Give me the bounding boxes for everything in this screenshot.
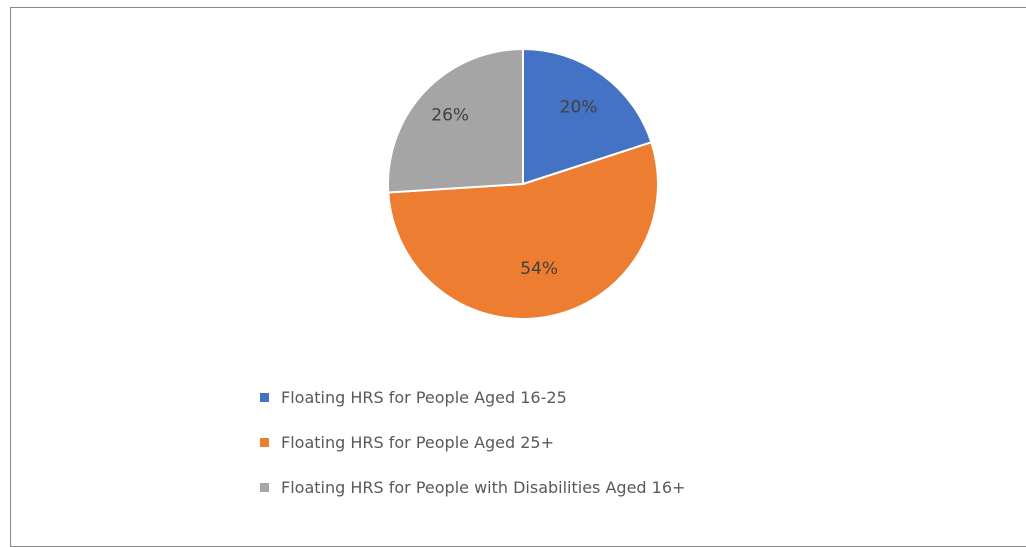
slice-data-label: 20% xyxy=(560,98,598,118)
legend-item: Floating HRS for People with Disabilitie… xyxy=(260,476,685,498)
legend-swatch xyxy=(260,437,269,447)
legend-label: Floating HRS for People Aged 25+ xyxy=(281,432,555,452)
chart-area: 20% 54% 26% Floating HRS for People Aged 1… xyxy=(10,7,1026,547)
slice-data-label: 26% xyxy=(431,106,469,126)
pie-slice xyxy=(387,141,659,320)
legend-item: Floating HRS for People Aged 16-25 xyxy=(260,386,685,408)
legend-swatch xyxy=(260,392,269,402)
legend: Floating HRS for People Aged 16-25 Float… xyxy=(260,386,685,521)
legend-item: Floating HRS for People Aged 25+ xyxy=(260,431,685,453)
pie-slice xyxy=(387,47,524,194)
legend-swatch xyxy=(260,482,269,492)
legend-label: Floating HRS for People with Disabilitie… xyxy=(281,477,686,497)
slice-data-label: 54% xyxy=(520,259,558,279)
pie-slice xyxy=(522,47,653,186)
legend-label: Floating HRS for People Aged 16-25 xyxy=(281,387,567,407)
pie-chart: 20% 54% 26% xyxy=(387,47,659,320)
